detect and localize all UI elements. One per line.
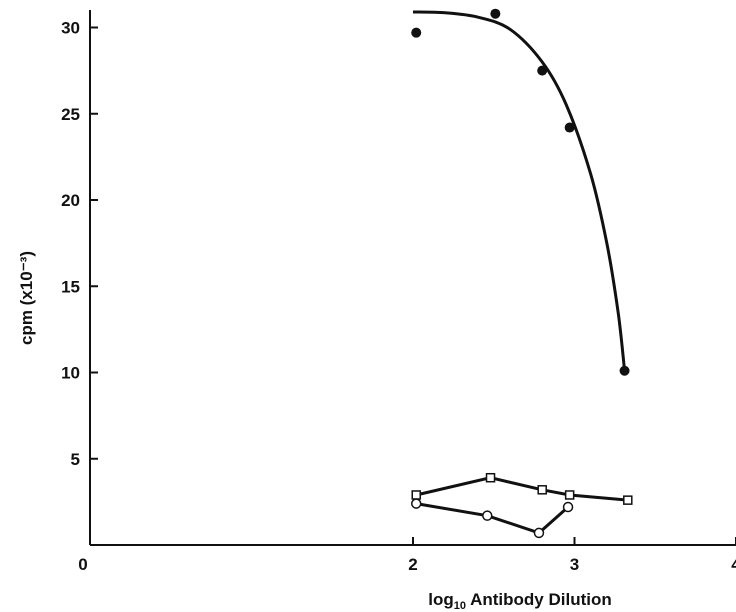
data-point-open-circle bbox=[533, 527, 545, 539]
data-point-open-circle bbox=[410, 498, 422, 509]
axes bbox=[89, 10, 736, 546]
x-tick-label: 3 bbox=[570, 555, 579, 574]
series-line bbox=[415, 476, 628, 502]
data-point-open-square bbox=[537, 485, 547, 495]
x-tick-label: 4 bbox=[731, 555, 736, 574]
tick-labels: 0 2 3 4 5 10 15 20 25 30 bbox=[61, 19, 736, 575]
series-line bbox=[415, 502, 569, 535]
data-point-filled-circle bbox=[490, 8, 501, 19]
data-point-open-square bbox=[564, 490, 575, 500]
y-axis-title: cpm (x10⁻³) bbox=[17, 251, 36, 345]
x-tick-label: 2 bbox=[408, 555, 417, 574]
data-point-open-square bbox=[411, 490, 421, 500]
data-point-filled-circle bbox=[537, 65, 548, 76]
ticks bbox=[90, 26, 736, 545]
x-axis-title: log10 Antibody Dilution bbox=[428, 590, 611, 612]
series-1 bbox=[411, 8, 630, 376]
y-tick-label: 20 bbox=[61, 191, 80, 210]
series-3 bbox=[410, 498, 574, 539]
x-tick-label: 0 bbox=[78, 555, 87, 574]
y-tick-label: 25 bbox=[61, 105, 80, 124]
y-tick-label: 15 bbox=[61, 277, 80, 296]
data-point-open-square bbox=[623, 495, 633, 505]
y-tick-label: 10 bbox=[61, 364, 80, 383]
y-tick-label: 30 bbox=[61, 19, 80, 38]
x-axis-title-prefix: log bbox=[428, 590, 454, 609]
y-tick-label: 5 bbox=[71, 450, 80, 469]
fitted-curve bbox=[412, 10, 627, 371]
data-point-filled-circle bbox=[411, 27, 422, 38]
series-2 bbox=[411, 472, 633, 505]
data-point-filled-circle bbox=[619, 365, 630, 376]
data-point-open-circle bbox=[562, 501, 574, 513]
data-point-open-square bbox=[485, 472, 496, 483]
series-layer bbox=[410, 8, 633, 539]
x-axis-title-suffix: Antibody Dilution bbox=[470, 590, 612, 609]
data-point-filled-circle bbox=[564, 122, 575, 133]
data-point-open-circle bbox=[482, 510, 493, 521]
x-axis-title-subscript: 10 bbox=[454, 600, 466, 612]
